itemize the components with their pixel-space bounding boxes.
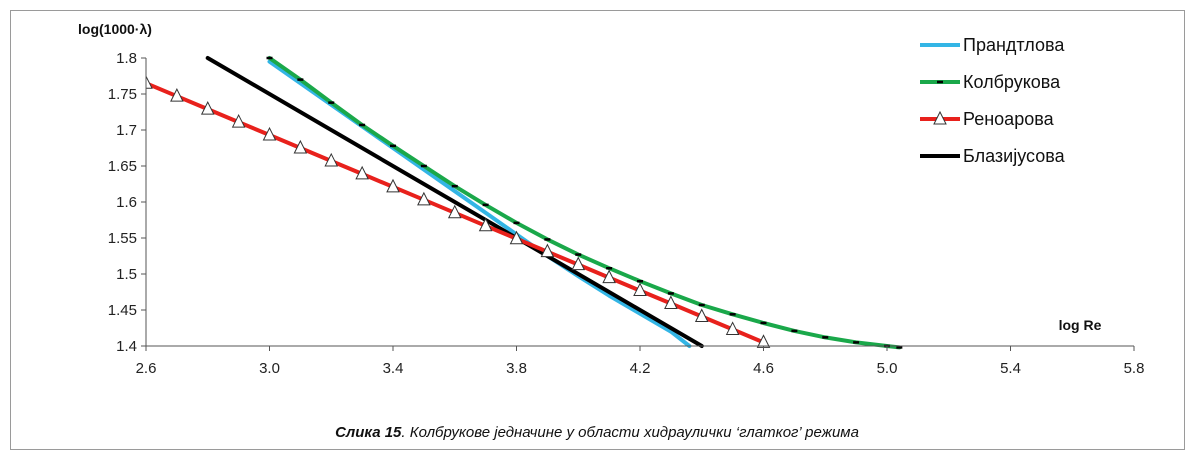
legend-label: Прандтлова [963, 35, 1065, 55]
data-point [509, 230, 524, 245]
legend-marker [933, 110, 947, 125]
legend-label: Реноарова [963, 109, 1055, 129]
data-point [417, 191, 431, 206]
caption-text: . Колбрукове једначине у области хидраул… [401, 424, 859, 441]
data-point [447, 204, 462, 219]
x-axis-title: log Re [1059, 317, 1102, 333]
data-point [725, 321, 740, 335]
data-point [231, 113, 246, 128]
x-tick-label: 3.4 [383, 360, 404, 377]
data-point [355, 165, 369, 180]
data-point [200, 101, 215, 115]
y-tick-label: 1.8 [116, 50, 137, 67]
y-tick-label: 1.75 [108, 86, 137, 103]
figure-frame [10, 10, 1185, 450]
data-point [170, 88, 184, 102]
axes [145, 58, 1134, 347]
figure-caption: Слика 15. Колбрукове једначине у области… [0, 424, 1194, 441]
legend: Прандтлова Колбрукова Реноарова Блазијусова [920, 35, 1066, 166]
data-point [694, 308, 709, 322]
caption-label: Слика 15 [335, 424, 402, 441]
data-point [386, 178, 400, 193]
x-tick-label: 5.8 [1124, 360, 1145, 377]
x-tick-label: 4.2 [630, 360, 651, 377]
y-tick-label: 1.45 [108, 302, 137, 319]
tick-labels: 2.6 3.0 3.4 3.8 4.2 4.6 5.0 5.4 5.8 1.4 1.45 1.5 1.5… [108, 50, 1145, 377]
x-tick-label: 5.0 [877, 360, 898, 377]
x-tick-label: 4.6 [753, 360, 774, 377]
data-point [540, 243, 555, 258]
data-point [293, 139, 308, 154]
x-tick-label: 3.8 [506, 360, 527, 377]
data-point [324, 152, 339, 167]
legend-label: Блазијусова [963, 146, 1066, 166]
y-tick-label: 1.55 [108, 230, 137, 247]
legend-label: Колбрукова [963, 72, 1061, 92]
y-tick-label: 1.65 [108, 158, 137, 175]
y-tick-label: 1.5 [116, 266, 137, 283]
y-tick-label: 1.4 [116, 338, 137, 355]
data-point [146, 75, 153, 89]
y-tick-label: 1.7 [116, 122, 137, 139]
series-line [267, 56, 902, 350]
data-point [664, 295, 678, 310]
data-point [602, 269, 616, 284]
y-axis-title: log(1000·λ) [78, 21, 152, 37]
data-point [633, 282, 647, 297]
x-tick-label: 2.6 [136, 360, 157, 377]
data-point [478, 217, 493, 232]
plot-area [146, 56, 903, 350]
chart-svg: 2.6 3.0 3.4 3.8 4.2 4.6 5.0 5.4 5.8 1.4 1.45 1.5 1.5… [78, 21, 1145, 377]
x-tick-label: 5.4 [1000, 360, 1021, 377]
x-tick-label: 3.0 [259, 360, 280, 377]
y-tick-label: 1.6 [116, 194, 137, 211]
data-point [262, 126, 277, 141]
data-point [571, 256, 586, 271]
series-line [205, 56, 704, 348]
